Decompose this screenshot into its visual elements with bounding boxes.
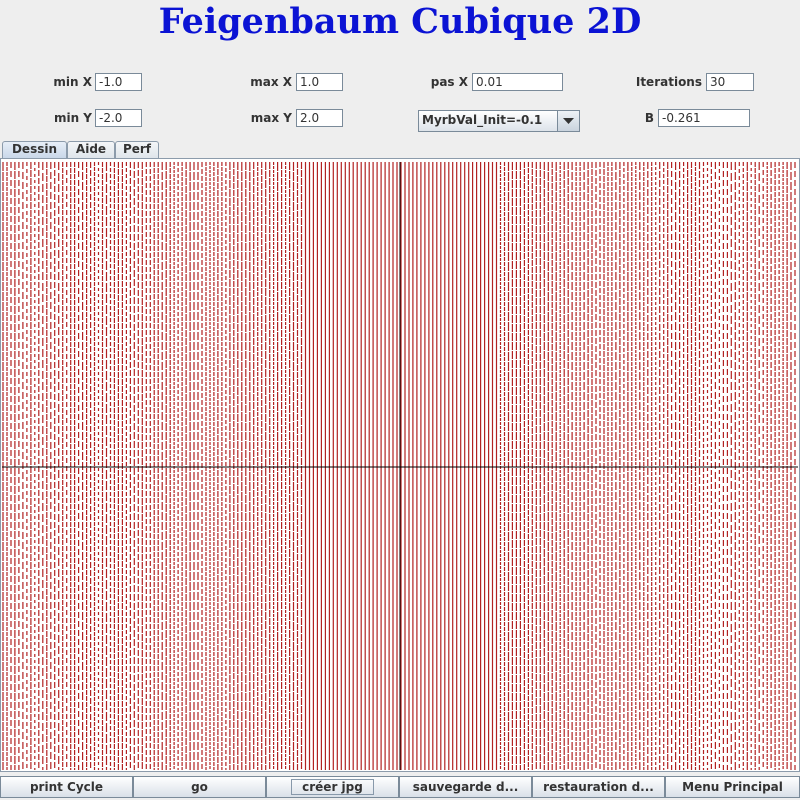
pas-x-input[interactable]: [472, 73, 563, 91]
tab-dessin[interactable]: Dessin: [2, 141, 67, 159]
min-y-input[interactable]: [95, 109, 142, 127]
dropdown-selected-value: MyrbVal_Init=-0.1: [422, 113, 543, 127]
min-y-label: min Y: [53, 111, 92, 125]
restore-button[interactable]: restauration d...: [532, 776, 665, 798]
iterations-label: Iterations: [635, 75, 702, 89]
tab-aide[interactable]: Aide: [67, 141, 115, 158]
go-button[interactable]: go: [133, 776, 266, 798]
min-x-label: min X: [53, 75, 92, 89]
main-menu-button[interactable]: Menu Principal: [665, 776, 800, 798]
min-x-input[interactable]: [95, 73, 142, 91]
save-button[interactable]: sauvegarde d...: [399, 776, 532, 798]
tab-perf[interactable]: Perf: [115, 141, 159, 158]
chevron-down-icon: [563, 118, 574, 124]
max-x-label: max X: [250, 75, 292, 89]
pas-x-label: pas X: [430, 75, 468, 89]
max-y-label: max Y: [250, 111, 292, 125]
plot-lines: [2, 162, 796, 770]
b-label: B: [644, 111, 654, 125]
bifurcation-plot: [2, 162, 798, 770]
dropdown-arrow-button[interactable]: [557, 111, 579, 131]
init-value-dropdown[interactable]: MyrbVal_Init=-0.1: [418, 110, 580, 132]
max-y-input[interactable]: [296, 109, 343, 127]
max-x-input[interactable]: [296, 73, 343, 91]
create-jpg-label: créer jpg: [291, 779, 374, 795]
b-input[interactable]: [658, 109, 750, 127]
iterations-input[interactable]: [706, 73, 754, 91]
app-title: Feigenbaum Cubique 2D: [158, 1, 642, 42]
create-jpg-button[interactable]: créer jpg: [266, 776, 399, 798]
print-cycle-button[interactable]: print Cycle: [0, 776, 133, 798]
